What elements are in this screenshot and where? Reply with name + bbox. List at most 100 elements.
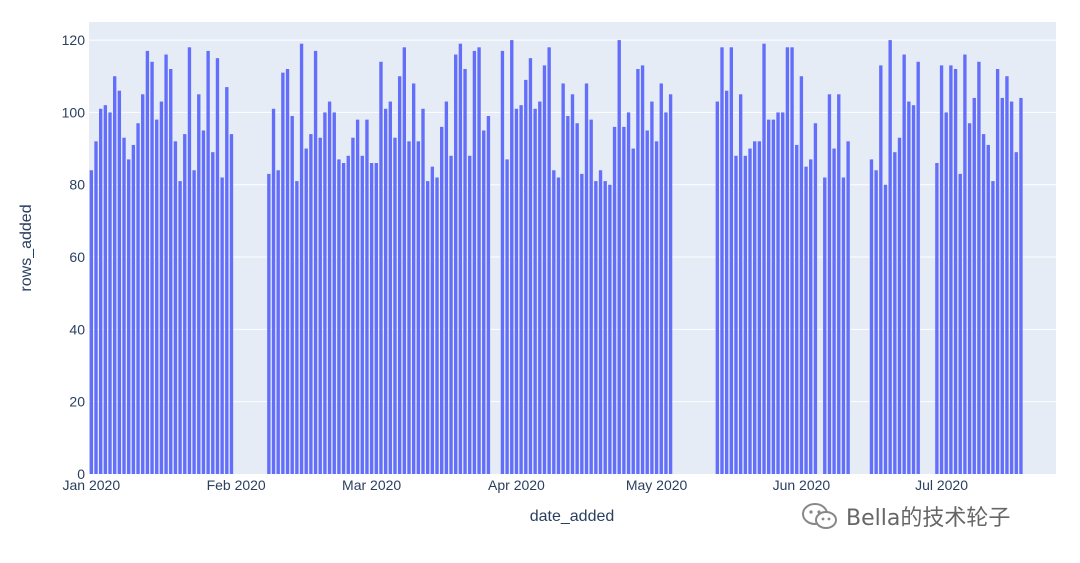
y-axis-ticks: 0 20 40 60 80 100 120: [62, 32, 86, 482]
bar: [622, 126, 626, 475]
bar: [164, 54, 168, 474]
bar: [449, 155, 453, 475]
y-tick-label: 120: [62, 32, 86, 48]
bar: [972, 97, 976, 474]
bar: [173, 141, 178, 474]
bar: [757, 141, 762, 474]
bar: [734, 155, 738, 475]
bar: [299, 43, 304, 474]
bar: [570, 94, 575, 474]
bar: [748, 148, 752, 474]
bar: [795, 144, 799, 474]
bar: [94, 141, 98, 474]
bar: [939, 65, 944, 474]
bars-series: [89, 40, 1023, 475]
bar: [720, 47, 724, 475]
bar: [201, 130, 206, 475]
bar: [893, 152, 897, 474]
bar: [524, 79, 528, 475]
bar: [323, 112, 327, 475]
bar: [1014, 152, 1018, 474]
bar: [991, 181, 995, 474]
bar: [477, 47, 481, 475]
bar: [346, 155, 350, 475]
bar: [155, 119, 159, 474]
bar: [379, 61, 383, 474]
bar: [117, 90, 122, 474]
bar: [141, 94, 145, 474]
bar: [229, 134, 234, 474]
bar: [533, 108, 537, 474]
x-tick-label: Jun 2020: [773, 477, 831, 493]
bar: [846, 141, 850, 474]
bar: [785, 47, 790, 475]
bar: [341, 163, 346, 474]
bar: [318, 137, 322, 474]
bar: [271, 108, 276, 474]
bar: [743, 155, 748, 475]
bar: [631, 148, 635, 474]
bar: [463, 69, 467, 474]
bar: [753, 141, 757, 474]
bar: [482, 130, 486, 475]
bar: [337, 159, 341, 474]
bar: [963, 54, 967, 474]
bar: [799, 76, 804, 475]
bar: [113, 76, 117, 475]
bar: [781, 112, 785, 475]
bar: [267, 173, 271, 474]
bar: [566, 116, 570, 475]
bar: [355, 119, 360, 474]
bar: [206, 50, 210, 475]
bar: [645, 130, 649, 475]
bar: [435, 177, 439, 475]
bar: [589, 119, 593, 474]
bar: [598, 170, 603, 474]
bar: [383, 108, 388, 474]
bar: [402, 47, 406, 475]
bar: [626, 112, 631, 475]
bar: [122, 137, 126, 474]
bar: [837, 94, 841, 474]
bar: [528, 58, 533, 474]
bar: [468, 155, 472, 475]
bar: [211, 152, 215, 474]
bar: [444, 101, 449, 475]
x-tick-label: Feb 2020: [207, 477, 266, 493]
bar: [192, 170, 196, 474]
bar: [472, 50, 477, 475]
bar: [547, 47, 551, 475]
bar: [225, 87, 229, 474]
bar: [332, 112, 336, 475]
bar: [804, 166, 808, 474]
x-tick-label: Jan 2020: [63, 477, 121, 493]
bar: [421, 108, 425, 474]
x-tick-label: May 2020: [626, 477, 688, 493]
bar: [608, 184, 612, 474]
bar: [977, 61, 981, 474]
bar: [561, 83, 565, 474]
bar: [150, 61, 154, 474]
bar: [1000, 97, 1004, 474]
bar: [187, 47, 192, 475]
bar: [538, 101, 542, 475]
bar: [935, 163, 939, 474]
bar: [841, 177, 846, 475]
bar: [215, 58, 220, 474]
bar: [407, 141, 411, 474]
bar: [351, 137, 355, 474]
y-axis-title: rows_added: [18, 204, 35, 291]
bar: [832, 148, 836, 474]
x-tick-label: Jul 2020: [915, 477, 968, 493]
bar: [309, 134, 313, 474]
bar: [902, 54, 906, 474]
bar: [1009, 101, 1014, 475]
bar: [374, 163, 378, 474]
bar: [897, 137, 902, 474]
bar: [426, 181, 430, 474]
bar: [612, 126, 617, 475]
bar: [953, 69, 958, 474]
bar: [981, 134, 986, 474]
watermark: Bella的技术轮子: [800, 500, 1010, 532]
bar: [809, 159, 813, 474]
